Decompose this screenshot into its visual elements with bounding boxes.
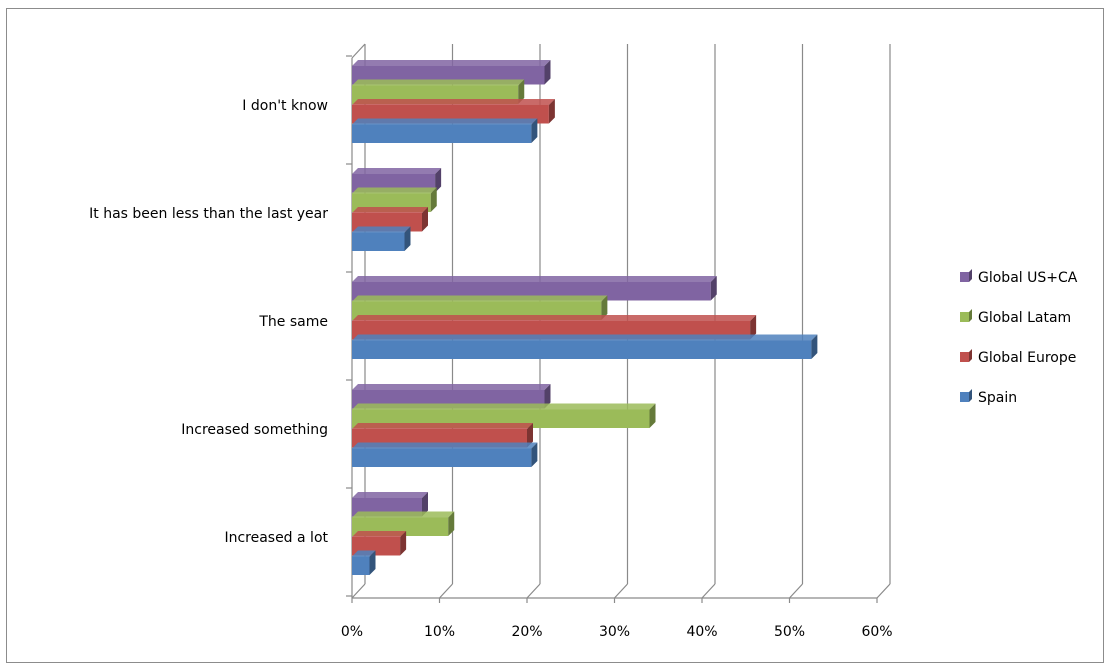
labels: 0% 10% 20% 30% 40% 50% 60% I don't know It has b… [89, 98, 892, 640]
bar-end [448, 511, 455, 536]
bar-end [400, 531, 407, 556]
bar-end [435, 168, 442, 193]
legend-swatch [960, 312, 969, 322]
bar-top [352, 315, 757, 321]
floor-gridline [614, 583, 628, 599]
bar-end [527, 423, 533, 448]
bar-end [369, 550, 376, 575]
x-tick-label: 60% [861, 624, 892, 640]
bar-front [352, 448, 532, 467]
bar-top [352, 492, 428, 498]
bars [352, 60, 818, 575]
legend-label: Global Europe [978, 350, 1076, 366]
category-label: It has been less than the last year [89, 206, 328, 222]
bar-front [352, 124, 532, 143]
bar-top [352, 60, 551, 66]
bar-top [352, 442, 538, 449]
legend-swatch [960, 352, 969, 362]
bar-top [352, 403, 656, 410]
x-tick-label: 30% [599, 624, 630, 640]
bar-top [352, 207, 428, 213]
bar-front [352, 556, 370, 575]
bar-end [649, 403, 656, 428]
floor-gridline [789, 583, 803, 599]
x-tick-label: 50% [774, 624, 805, 640]
bar-top [352, 384, 551, 390]
bar [352, 442, 538, 467]
bar-top [352, 295, 608, 302]
legend-swatch-side [969, 389, 972, 402]
bar-end [750, 315, 757, 340]
bar-top [352, 550, 376, 557]
bar-end [422, 207, 428, 232]
bar-end [518, 79, 525, 104]
x-tick-label: 10% [424, 624, 455, 640]
bar-front [352, 232, 405, 251]
floor-gridline [439, 583, 453, 599]
bar-top [352, 531, 407, 537]
bar-top [352, 79, 525, 86]
bar-front [352, 340, 812, 359]
bar-end [531, 118, 538, 143]
legend-label: Global Latam [978, 310, 1071, 326]
floor-gridline [876, 583, 891, 599]
legend: Global US+CA Global Latam Global Europe Spa… [960, 269, 1078, 406]
bar-top [352, 99, 555, 105]
bar-end [548, 99, 555, 124]
x-tick-label: 20% [511, 624, 542, 640]
bar-top [352, 226, 411, 233]
bar-top [352, 423, 533, 429]
bar-end [430, 187, 437, 212]
legend-swatch-side [969, 309, 972, 322]
bar-end [422, 492, 428, 517]
bar [352, 550, 376, 575]
bar-top [352, 187, 437, 194]
category-label: Increased something [181, 422, 328, 438]
bar-top [352, 511, 455, 518]
category-label: The same [258, 314, 328, 330]
bar-top [352, 334, 818, 341]
bar-end [404, 226, 411, 251]
category-axis-depth [351, 43, 366, 59]
floor-gridline [526, 583, 541, 599]
legend-label: Global US+CA [978, 270, 1078, 286]
bar-end [531, 442, 538, 467]
bar [352, 334, 818, 359]
legend-swatch [960, 272, 969, 282]
x-tick-label: 40% [686, 624, 717, 640]
floor-gridline [351, 583, 366, 599]
bar-end [811, 334, 818, 359]
bar-top [352, 276, 717, 282]
bar-end [710, 276, 717, 301]
category-label: I don't know [242, 98, 328, 114]
legend-swatch-side [969, 269, 972, 282]
bar-end [601, 295, 608, 320]
bar [352, 226, 411, 251]
bar-top [352, 118, 538, 125]
bar-top [352, 168, 442, 174]
bar-end [544, 60, 551, 85]
legend-swatch [960, 392, 969, 402]
category-label: Increased a lot [224, 530, 328, 546]
x-tick-label: 0% [341, 624, 363, 640]
legend-label: Spain [978, 390, 1017, 406]
bar-end [544, 384, 551, 409]
floor-gridline [701, 583, 716, 599]
bar [352, 118, 538, 143]
legend-swatch-side [969, 349, 972, 362]
